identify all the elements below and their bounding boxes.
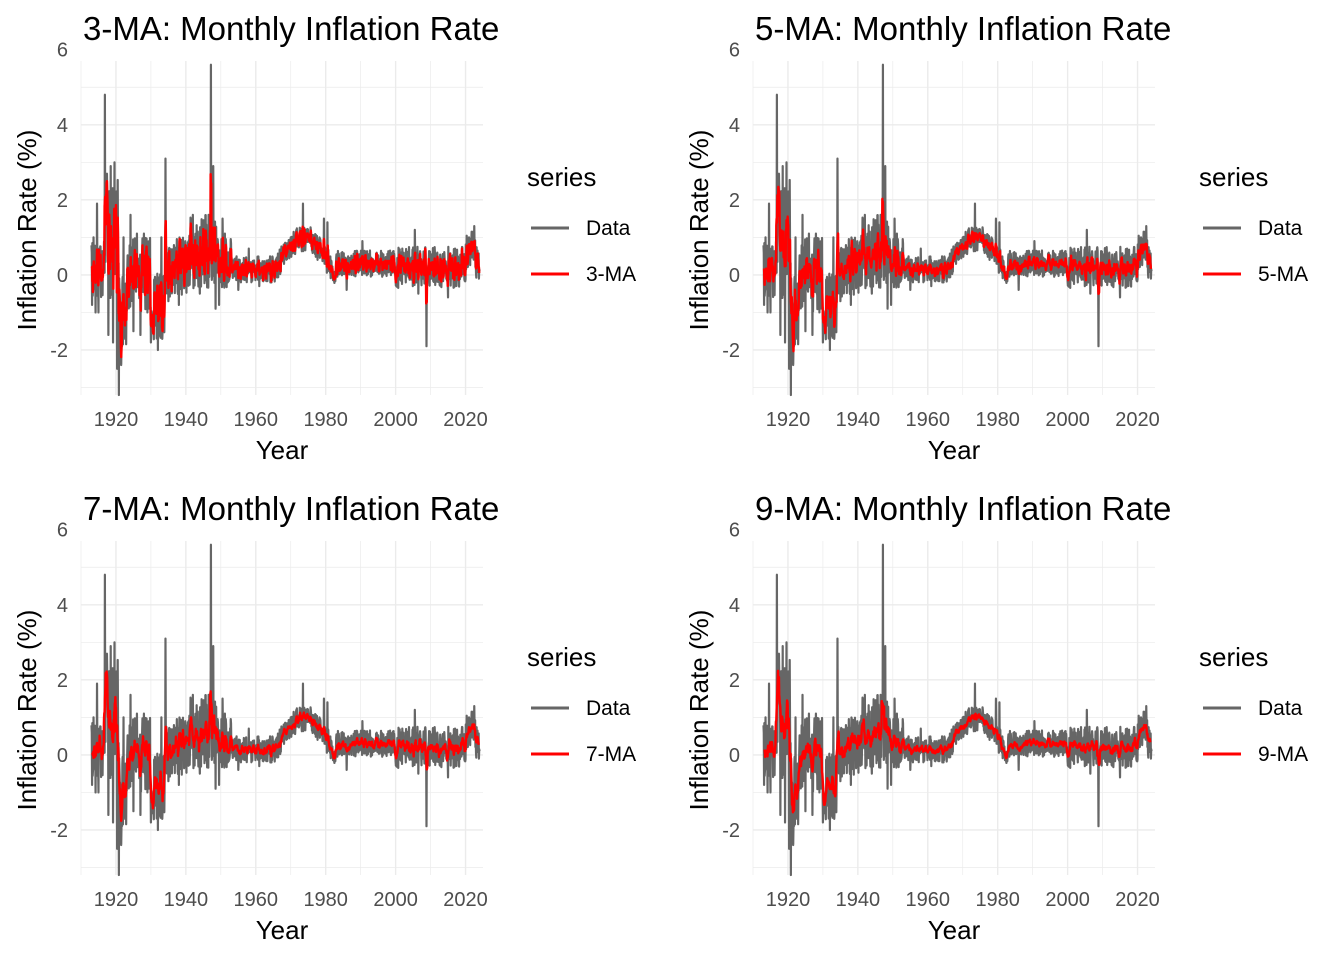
x-tick-label: 2000 [373, 889, 418, 911]
y-tick-label: 2 [57, 670, 68, 692]
legend-title: series [527, 162, 596, 192]
y-tick-label: 6 [57, 40, 68, 62]
legend: series Data 3-MA [527, 162, 636, 286]
gridlines [80, 541, 483, 875]
y-tick-label: 2 [729, 190, 740, 212]
legend-label: 3-MA [586, 263, 636, 286]
gridlines [80, 61, 483, 395]
y-tick-label: -2 [722, 340, 740, 362]
y-tick-label: 4 [729, 595, 740, 617]
data-series-line [90, 63, 481, 397]
y-axis-title: Inflation Rate (%) [684, 610, 714, 811]
x-tick-label: 1920 [766, 409, 811, 431]
moving-average-line [91, 670, 480, 823]
y-tick-label: 4 [729, 115, 740, 137]
y-tick-label: 6 [729, 40, 740, 62]
x-tick-label: 1940 [164, 889, 209, 911]
y-tick-label: 0 [729, 745, 740, 767]
x-axis-title: Year [928, 915, 981, 945]
legend-label: Data [1258, 217, 1303, 240]
y-tick-label: -2 [50, 820, 68, 842]
data-series-line [762, 543, 1153, 877]
data-series-line [762, 63, 1153, 397]
gridlines [752, 541, 1155, 875]
y-tick-label: -2 [722, 820, 740, 842]
x-tick-label: 1940 [164, 409, 209, 431]
y-tick-label: 4 [57, 115, 68, 137]
panel-4: -2 0 2 4 6 1920 1940 1960 1980 2000 2020 9-MA: Mont… [684, 490, 1308, 945]
x-tick-label: 2020 [443, 889, 488, 911]
x-tick-label: 1980 [303, 889, 348, 911]
y-tick-label: 6 [729, 520, 740, 542]
x-tick-label: 1960 [234, 889, 279, 911]
legend-title: series [1199, 162, 1268, 192]
chart-title: 7-MA: Monthly Inflation Rate [83, 490, 499, 527]
x-tick-label: 2000 [1045, 409, 1090, 431]
legend: series Data 9-MA [1199, 642, 1308, 766]
legend-label: Data [586, 217, 631, 240]
legend: series Data 5-MA [1199, 162, 1308, 286]
gridlines [752, 61, 1155, 395]
legend-label: Data [1258, 697, 1303, 720]
x-axis-title: Year [256, 915, 309, 945]
x-tick-label: 1980 [975, 889, 1020, 911]
y-tick-label: 4 [57, 595, 68, 617]
x-tick-label: 1920 [766, 889, 811, 911]
y-tick-label: -2 [50, 340, 68, 362]
y-axis-title: Inflation Rate (%) [12, 130, 42, 331]
y-tick-label: 6 [57, 520, 68, 542]
panel-2: -2 0 2 4 6 1920 1940 1960 1980 2000 2020 5-MA: Mont… [684, 10, 1308, 465]
chart-title: 5-MA: Monthly Inflation Rate [755, 10, 1171, 47]
x-axis-title: Year [928, 435, 981, 465]
x-tick-label: 1920 [94, 409, 139, 431]
moving-average-line [762, 185, 1153, 353]
legend-label: Data [586, 697, 631, 720]
y-tick-label: 2 [57, 190, 68, 212]
x-tick-label: 1940 [836, 889, 881, 911]
x-tick-label: 2020 [1115, 409, 1160, 431]
x-axis-title: Year [256, 435, 309, 465]
moving-average-line [763, 669, 1152, 814]
moving-average-line [90, 172, 481, 359]
chart-title: 3-MA: Monthly Inflation Rate [83, 10, 499, 47]
y-tick-label: 0 [57, 265, 68, 287]
legend: series Data 7-MA [527, 642, 636, 766]
x-tick-label: 2020 [1115, 889, 1160, 911]
legend-label: 7-MA [586, 743, 636, 766]
legend-label: 5-MA [1258, 263, 1308, 286]
x-tick-label: 1980 [303, 409, 348, 431]
x-tick-label: 2000 [373, 409, 418, 431]
x-tick-label: 2020 [443, 409, 488, 431]
x-tick-label: 1920 [94, 889, 139, 911]
y-axis-title: Inflation Rate (%) [684, 130, 714, 331]
legend-label: 9-MA [1258, 743, 1308, 766]
y-tick-label: 0 [729, 265, 740, 287]
legend-title: series [1199, 642, 1268, 672]
x-tick-label: 1980 [975, 409, 1020, 431]
panel-3: -2 0 2 4 6 1920 1940 1960 1980 2000 2020 7-MA: Mont… [12, 490, 636, 945]
x-tick-label: 1960 [234, 409, 279, 431]
data-series-line [90, 543, 481, 877]
y-tick-label: 0 [57, 745, 68, 767]
x-tick-label: 1960 [906, 409, 951, 431]
legend-title: series [527, 642, 596, 672]
x-tick-label: 2000 [1045, 889, 1090, 911]
panel-1: -2 0 2 4 6 1920 1940 1960 1980 2000 2020 3-MA: Mont… [12, 10, 636, 465]
y-tick-label: 2 [729, 670, 740, 692]
x-tick-label: 1940 [836, 409, 881, 431]
x-tick-label: 1960 [906, 889, 951, 911]
y-axis-title: Inflation Rate (%) [12, 610, 42, 811]
chart-title: 9-MA: Monthly Inflation Rate [755, 490, 1171, 527]
